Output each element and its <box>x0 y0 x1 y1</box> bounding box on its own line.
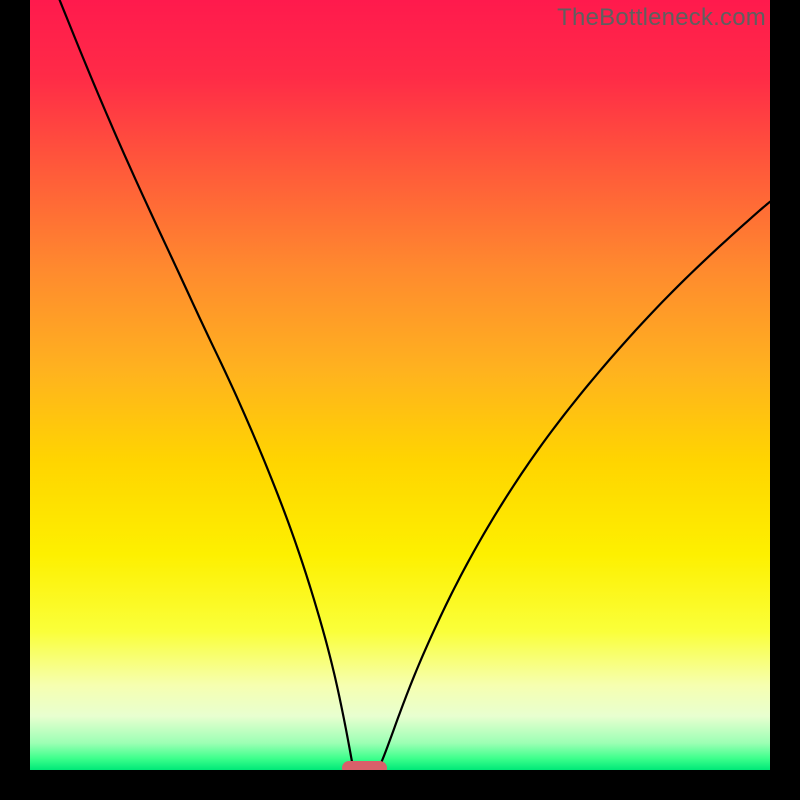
plot-area <box>30 0 770 770</box>
curve-right <box>378 202 770 770</box>
curve-left <box>60 0 355 770</box>
watermark-text: TheBottleneck.com <box>557 4 766 32</box>
valley-marker <box>342 761 388 770</box>
curve-layer <box>30 0 770 770</box>
